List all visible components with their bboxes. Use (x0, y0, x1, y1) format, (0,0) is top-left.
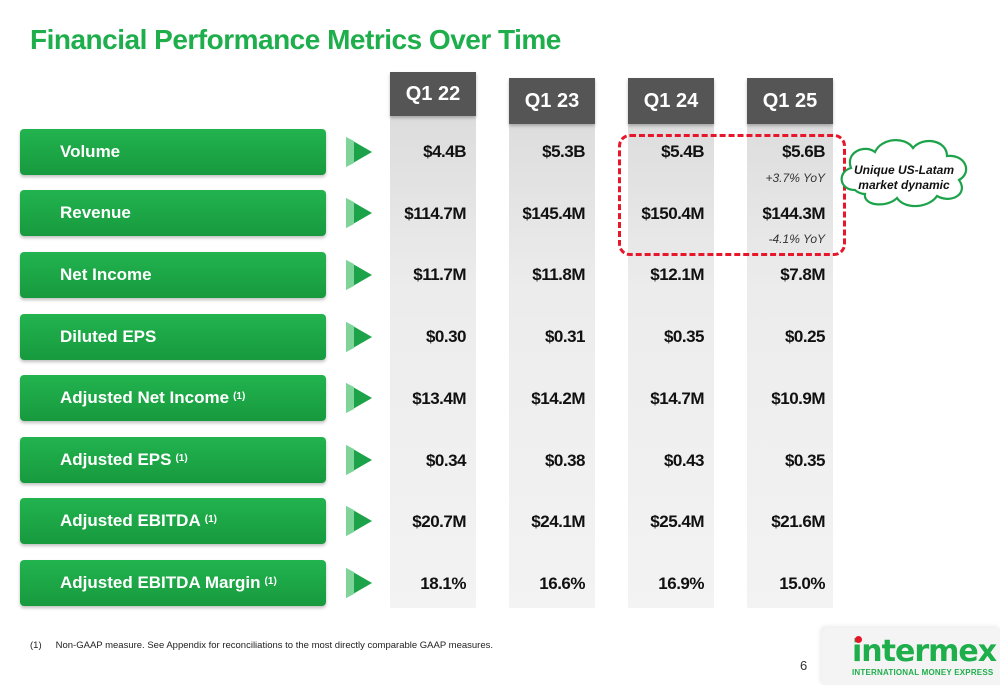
value-revenue-q1-25: $144.3M (762, 204, 825, 223)
metric-label-text: Net Income (60, 265, 152, 284)
arrow-right-icon (346, 568, 372, 598)
arrow-right-icon (346, 506, 372, 536)
column-background-q1-22 (390, 78, 476, 608)
page-title: Financial Performance Metrics Over Time (30, 24, 561, 55)
logo-dot-icon (855, 636, 862, 643)
yoy-volume: +3.7% YoY (765, 171, 826, 185)
value-diluted-eps-q1-24: $0.35 (663, 327, 705, 346)
value-adjusted-ebitda-q1-22: $20.7M (412, 512, 466, 531)
metric-label-text: Adjusted EPS (60, 450, 172, 469)
metric-label-adjusted-ebitda: Adjusted EBITDA (1) (20, 498, 326, 544)
value-revenue-q1-24: $150.4M (641, 204, 704, 223)
logo-panel (822, 628, 1000, 685)
metric-label-text: Diluted EPS (60, 327, 157, 346)
value-adjusted-ebitda-q1-25: $21.6M (771, 512, 825, 531)
metric-label-text: Revenue (60, 203, 131, 222)
value-volume-q1-23: $5.3B (542, 142, 585, 161)
value-adjusted-net-income-q1-23: $14.2M (531, 389, 585, 408)
footnote-text: Non-GAAP measure. See Appendix for recon… (55, 640, 494, 651)
arrow-right-icon (346, 445, 372, 475)
footnote-marker: (1) (264, 575, 277, 587)
value-net-income-q1-24: $12.1M (650, 265, 704, 284)
intermex-logo: intermex (852, 634, 997, 669)
page-number: 6 (800, 658, 808, 673)
arrow-right-icon (346, 383, 372, 413)
value-net-income-q1-22: $11.7M (413, 265, 466, 284)
value-adjusted-ebitda-margin-q1-24: 16.9% (658, 574, 704, 593)
column-header-q1-22: Q1 22 (390, 72, 476, 116)
footnote-marker: (1) (204, 513, 217, 525)
metric-label-volume: Volume (20, 129, 326, 175)
value-adjusted-ebitda-margin-q1-22: 18.1% (420, 574, 466, 593)
footnote-marker: (1) (175, 452, 188, 464)
metric-label-adjusted-ebitda-margin: Adjusted EBITDA Margin (1) (20, 560, 326, 606)
value-adjusted-eps-q1-23: $0.38 (544, 451, 586, 470)
callout-text: Unique US-Latam market dynamic (833, 163, 975, 193)
callout-line-1: Unique US-Latam (853, 163, 954, 177)
value-adjusted-net-income-q1-24: $14.7M (650, 389, 704, 408)
arrow-right-icon (346, 137, 372, 167)
cloud-callout-icon (840, 139, 968, 208)
metric-label-diluted-eps: Diluted EPS (20, 314, 326, 360)
value-revenue-q1-23: $145.4M (522, 204, 585, 223)
column-header-q1-24: Q1 24 (628, 78, 714, 124)
value-adjusted-ebitda-margin-q1-25: 15.0% (779, 574, 825, 593)
metric-label-adjusted-eps: Adjusted EPS (1) (20, 437, 326, 483)
value-adjusted-ebitda-margin-q1-23: 16.6% (539, 574, 585, 593)
value-volume-q1-25: $5.6B (782, 142, 825, 161)
footnote: (1) Non-GAAP measure. See Appendix for re… (30, 640, 493, 651)
metric-label-text: Volume (60, 142, 121, 161)
value-adjusted-net-income-q1-22: $13.4M (412, 389, 466, 408)
footnote-number: (1) (30, 640, 42, 651)
column-header-q1-25: Q1 25 (747, 78, 833, 124)
value-net-income-q1-23: $11.8M (532, 265, 585, 284)
value-adjusted-eps-q1-24: $0.43 (663, 451, 705, 470)
value-volume-q1-22: $4.4B (423, 142, 466, 161)
value-adjusted-eps-q1-22: $0.34 (425, 451, 467, 470)
value-adjusted-ebitda-q1-23: $24.1M (531, 512, 585, 531)
metric-label-revenue: Revenue (20, 190, 326, 236)
value-diluted-eps-q1-22: $0.30 (425, 327, 467, 346)
metric-label-net-income: Net Income (20, 252, 326, 298)
metric-label-text: Adjusted Net Income (60, 388, 230, 407)
value-diluted-eps-q1-25: $0.25 (784, 327, 826, 346)
column-background-q1-23 (509, 78, 595, 608)
metric-label-adjusted-net-income: Adjusted Net Income (1) (20, 375, 326, 421)
value-diluted-eps-q1-23: $0.31 (544, 327, 586, 346)
value-adjusted-eps-q1-25: $0.35 (784, 451, 826, 470)
arrow-right-icon (346, 322, 372, 352)
column-header-q1-23: Q1 23 (509, 78, 595, 124)
arrow-right-icon (346, 198, 372, 228)
value-net-income-q1-25: $7.8M (780, 265, 825, 284)
metric-label-text: Adjusted EBITDA (60, 511, 201, 530)
footnote-marker: (1) (233, 390, 246, 402)
highlight-box (618, 134, 846, 256)
logo-tagline: INTERNATIONAL MONEY EXPRESS (852, 668, 994, 677)
value-adjusted-ebitda-q1-24: $25.4M (650, 512, 704, 531)
column-background-q1-24 (628, 78, 714, 608)
yoy-revenue: -4.1% YoY (768, 232, 825, 246)
arrow-right-icon (346, 260, 372, 290)
column-background-q1-25 (747, 78, 833, 608)
value-revenue-q1-22: $114.7M (404, 204, 466, 223)
value-volume-q1-24: $5.4B (661, 142, 704, 161)
value-adjusted-net-income-q1-25: $10.9M (771, 389, 825, 408)
callout-line-2: market dynamic (858, 178, 950, 192)
metric-label-text: Adjusted EBITDA Margin (60, 573, 261, 592)
